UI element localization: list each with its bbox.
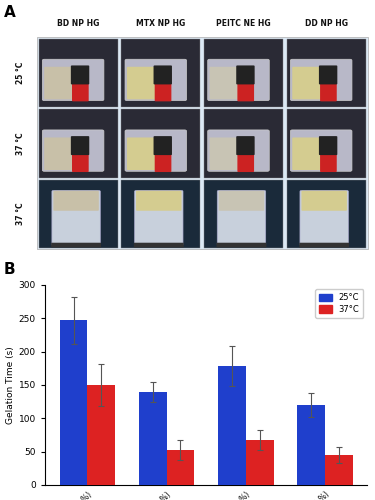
FancyBboxPatch shape (134, 242, 184, 248)
Y-axis label: Gelation Time (s): Gelation Time (s) (6, 346, 15, 424)
FancyBboxPatch shape (53, 190, 99, 211)
Text: BD NP HG: BD NP HG (57, 19, 99, 28)
FancyBboxPatch shape (236, 136, 255, 155)
Bar (287, 38, 366, 107)
FancyBboxPatch shape (292, 138, 335, 170)
Text: B: B (4, 262, 15, 278)
FancyBboxPatch shape (72, 144, 89, 172)
Bar (122, 38, 200, 107)
Bar (122, 180, 200, 248)
FancyBboxPatch shape (155, 72, 171, 102)
FancyBboxPatch shape (319, 136, 338, 155)
Legend: 25°C, 37°C: 25°C, 37°C (315, 289, 363, 318)
FancyBboxPatch shape (71, 66, 89, 84)
Bar (287, 180, 366, 248)
FancyBboxPatch shape (42, 130, 104, 172)
FancyBboxPatch shape (237, 144, 254, 172)
FancyBboxPatch shape (319, 66, 338, 84)
FancyBboxPatch shape (217, 190, 266, 246)
FancyBboxPatch shape (320, 72, 337, 102)
Text: A: A (4, 5, 15, 20)
FancyBboxPatch shape (44, 67, 87, 100)
FancyBboxPatch shape (292, 67, 335, 100)
FancyBboxPatch shape (208, 60, 269, 100)
FancyBboxPatch shape (300, 190, 348, 246)
Bar (246, 440, 274, 485)
Bar (122, 110, 200, 178)
FancyBboxPatch shape (290, 60, 352, 100)
Text: PEITC NE HG: PEITC NE HG (216, 19, 271, 28)
FancyBboxPatch shape (72, 72, 89, 102)
FancyBboxPatch shape (135, 190, 183, 246)
Bar (204, 38, 283, 107)
FancyBboxPatch shape (290, 130, 352, 172)
FancyBboxPatch shape (52, 190, 100, 246)
FancyBboxPatch shape (236, 66, 255, 84)
FancyBboxPatch shape (210, 67, 252, 100)
Bar (325, 455, 353, 485)
FancyBboxPatch shape (299, 242, 349, 248)
Bar (297, 405, 325, 485)
FancyBboxPatch shape (71, 136, 89, 155)
Text: MTX NP HG: MTX NP HG (136, 19, 186, 28)
FancyBboxPatch shape (302, 190, 347, 211)
Bar (218, 366, 246, 485)
Bar (204, 110, 283, 178)
Bar (287, 110, 366, 178)
FancyBboxPatch shape (216, 242, 266, 248)
Bar (39, 110, 118, 178)
Text: 37 °C: 37 °C (16, 203, 25, 226)
FancyBboxPatch shape (42, 60, 104, 100)
FancyBboxPatch shape (237, 72, 254, 102)
Bar (139, 392, 166, 485)
FancyBboxPatch shape (219, 190, 264, 211)
Text: 25 °C: 25 °C (16, 62, 25, 84)
FancyBboxPatch shape (153, 136, 172, 155)
Bar (39, 180, 118, 248)
Bar (204, 180, 283, 248)
FancyBboxPatch shape (210, 138, 252, 170)
FancyBboxPatch shape (125, 60, 187, 100)
FancyBboxPatch shape (44, 138, 87, 170)
FancyBboxPatch shape (136, 190, 182, 211)
Bar (60, 320, 87, 485)
FancyBboxPatch shape (320, 144, 337, 172)
FancyBboxPatch shape (125, 130, 187, 172)
FancyBboxPatch shape (51, 242, 101, 248)
Text: 37 °C: 37 °C (16, 132, 25, 155)
Bar (87, 385, 115, 485)
FancyBboxPatch shape (155, 144, 171, 172)
FancyBboxPatch shape (208, 130, 269, 172)
Bar (39, 38, 118, 107)
FancyBboxPatch shape (127, 138, 170, 170)
FancyBboxPatch shape (37, 38, 368, 250)
Text: DD NP HG: DD NP HG (305, 19, 348, 28)
FancyBboxPatch shape (127, 67, 170, 100)
Bar (166, 450, 194, 485)
FancyBboxPatch shape (153, 66, 172, 84)
